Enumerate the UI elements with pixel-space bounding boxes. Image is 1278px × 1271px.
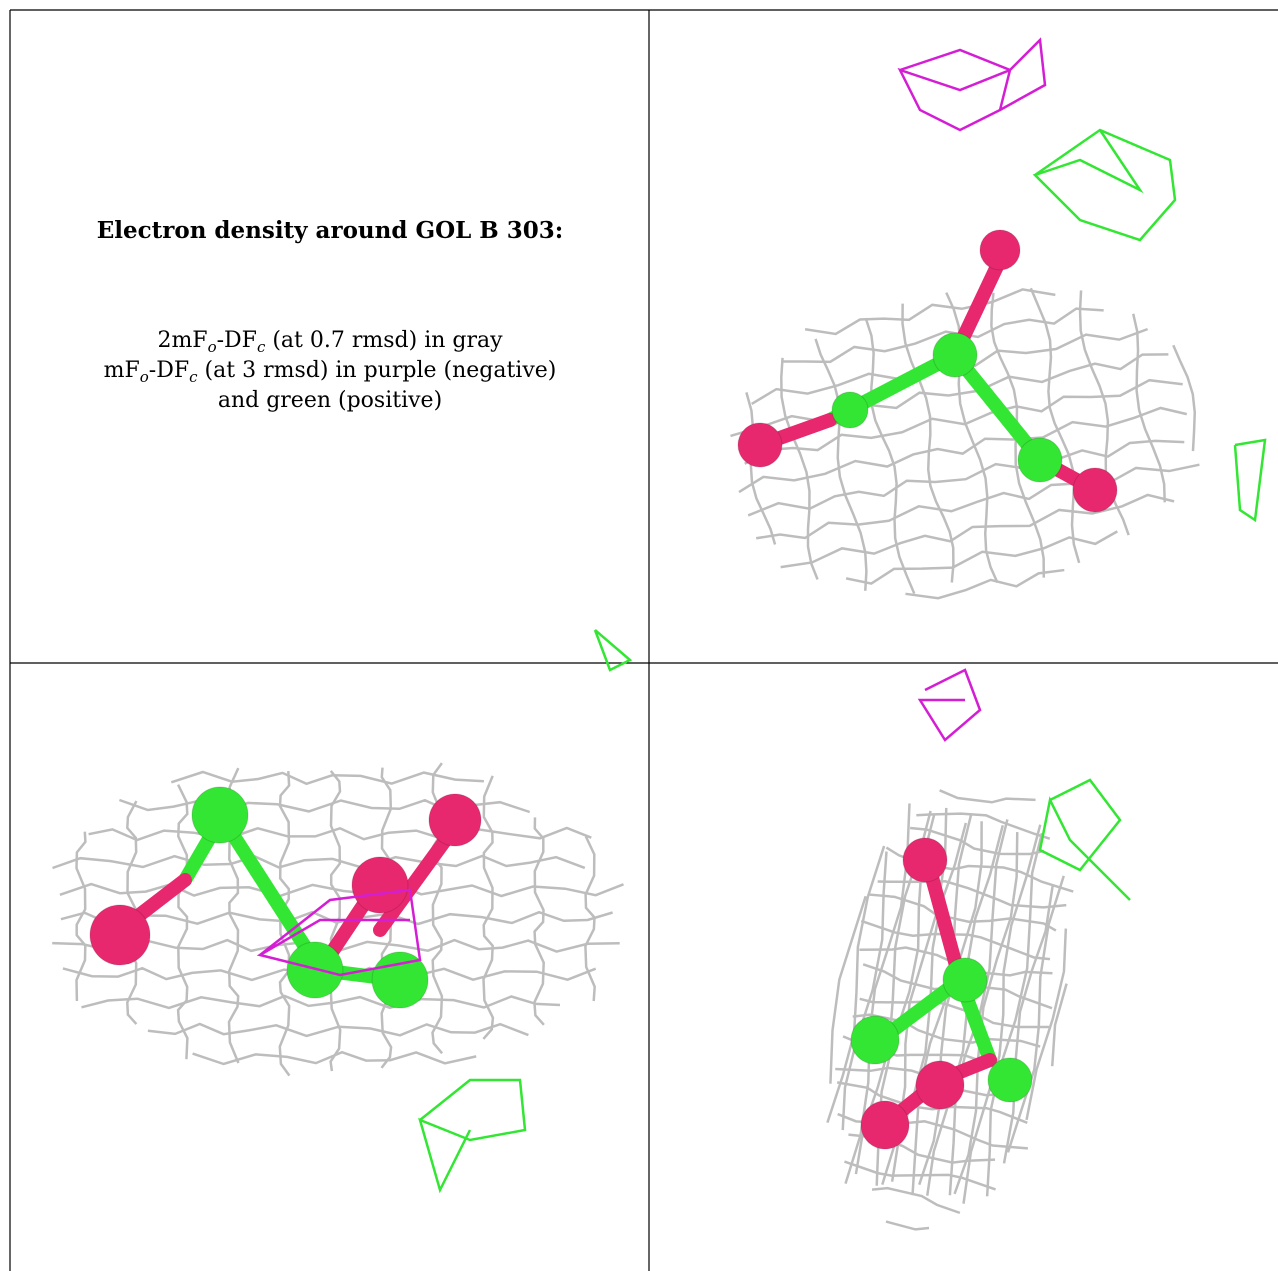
caption-line: mFo-DFc (at 3 rmsd) in purple (negative) [104, 358, 557, 386]
mesh-line [918, 821, 983, 1186]
subscript: o [140, 368, 149, 386]
mesh-line [52, 854, 586, 870]
atom [89, 904, 151, 966]
atom [1017, 437, 1063, 483]
caption-text: (at 3 rmsd) in purple (negative) [198, 358, 557, 383]
mesh-line [841, 851, 888, 1131]
mesh-line [962, 824, 1042, 1204]
atom [932, 332, 978, 378]
mesh-line [781, 307, 1104, 364]
mesh-line [533, 817, 545, 1026]
mesh-line [482, 775, 495, 1040]
mesh-line [329, 770, 342, 1072]
difference-density-cage [593, 629, 633, 672]
caption-line: 2mFo-DFc (at 0.7 rmsd) in gray [157, 328, 503, 356]
mesh-line [953, 832, 1019, 1195]
mesh-line [864, 317, 916, 595]
subscript: c [257, 338, 266, 356]
mesh-line [88, 826, 592, 842]
panel-borders [9, 9, 1278, 1271]
mesh-line [584, 835, 596, 1002]
caption-text: (at 0.7 rmsd) in gray [265, 328, 503, 353]
difference-density-cage [1032, 128, 1177, 242]
mesh-line [780, 493, 1175, 569]
atom [850, 1015, 900, 1065]
mesh-line [747, 439, 1185, 517]
atom [860, 1100, 910, 1150]
caption-line: and green (positive) [218, 388, 442, 413]
mesh-line [1025, 928, 1068, 1121]
subscript: o [208, 338, 217, 356]
atom [979, 229, 1021, 271]
atom [351, 856, 409, 914]
mesh-line [911, 813, 973, 1196]
mesh-line [192, 1050, 477, 1066]
atom [915, 1060, 965, 1110]
atom [902, 837, 948, 883]
mesh-line [826, 845, 886, 1123]
atom [987, 1057, 1033, 1103]
caption-text: -DF [217, 328, 257, 353]
difference-density-cage [1233, 438, 1267, 523]
subscript: c [189, 368, 198, 386]
mesh-line [780, 357, 819, 580]
mesh-line [1131, 313, 1166, 503]
mesh-line [1172, 344, 1197, 452]
difference-density-cage [256, 888, 422, 977]
atom [1072, 467, 1118, 513]
atom [831, 391, 869, 429]
caption-text: and green (positive) [218, 388, 442, 413]
mesh-line [745, 392, 777, 545]
atom [191, 786, 249, 844]
mesh-line [81, 994, 561, 1010]
mesh-line [814, 338, 868, 591]
bond [948, 348, 1047, 467]
mesh-line [1050, 983, 1068, 1067]
panel-title: Electron density around GOL B 303: [97, 217, 564, 244]
mesh-line [829, 895, 867, 1084]
mesh-line [1006, 875, 1065, 1153]
mesh-line [871, 1186, 961, 1215]
mesh-line [905, 568, 1065, 600]
atom [942, 957, 988, 1003]
atom [737, 422, 783, 468]
mesh-line [176, 784, 189, 1060]
mesh-line [804, 288, 1056, 336]
mesh-line [985, 832, 1044, 1197]
caption-text: -DF [149, 358, 189, 383]
mesh-line [170, 770, 484, 786]
mesh-line [901, 303, 955, 583]
mesh-line [885, 1220, 930, 1231]
mesh-line [755, 463, 1200, 540]
mesh-line [939, 789, 1036, 804]
density-renderings [52, 37, 1267, 1231]
atom [428, 793, 482, 847]
mesh-line [845, 530, 1118, 585]
mesh-line [738, 406, 1188, 494]
caption-text: mF [104, 358, 140, 383]
difference-density-cage [917, 668, 982, 742]
mesh-line [59, 882, 624, 898]
mesh-line [75, 831, 87, 1002]
caption-text: 2mF [157, 328, 207, 353]
mesh-line [1029, 287, 1081, 564]
difference-density-cage [418, 1078, 527, 1194]
difference-density-cage [1038, 778, 1131, 901]
mesh-line [836, 1081, 1028, 1124]
difference-density-cage [897, 37, 1047, 132]
mesh-line [1002, 885, 1054, 1164]
